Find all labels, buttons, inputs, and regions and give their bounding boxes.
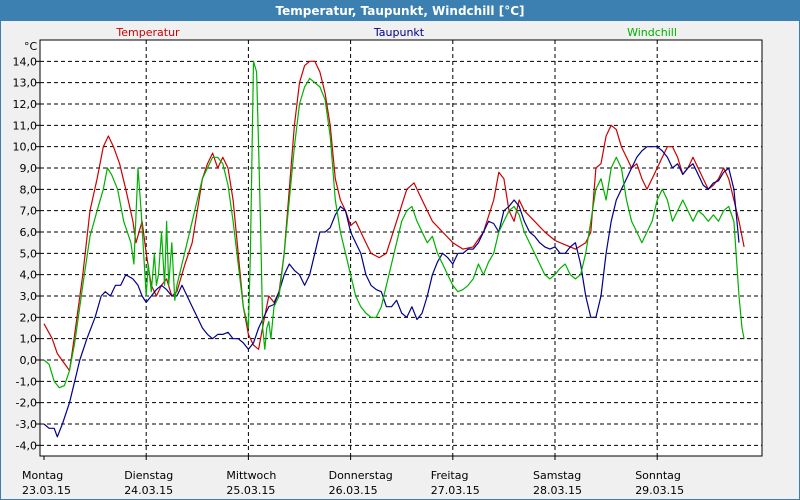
y-tick-label: 10,0 [13,141,38,154]
y-tick-label: 4,0 [20,269,38,282]
x-tick-day: Mittwoch [226,469,276,482]
y-tick-label: 14,0 [13,55,38,68]
y-tick-label: 8,0 [20,183,38,196]
y-tick-label: 1,0 [20,333,38,346]
y-tick-label: 11,0 [13,119,38,132]
y-tick-label: 5,0 [20,247,38,260]
x-axis-ticks: Montag 23.03.15 Dienstag 24.03.15 Mittwoch 25… [22,469,684,497]
x-tick-day: Montag [22,469,63,482]
y-tick-label: 0,0 [20,354,38,367]
y-tick-label: 6,0 [20,226,38,239]
legend-item-taupunkt: Taupunkt [373,26,425,39]
series-line-temperatur [43,60,745,372]
x-tick-day: Samstag [533,469,581,482]
legend-item-temperatur: Temperatur [115,26,180,39]
x-tick-day: Dienstag [124,469,173,482]
series-lines [43,60,745,438]
y-tick-label: 12,0 [13,98,38,111]
x-tick-date: 28.03.15 [533,484,582,497]
y-tick-label: 3,0 [20,290,38,303]
x-tick-day: Donnerstag [329,469,393,482]
x-tick-date: 27.03.15 [431,484,480,497]
y-axis-ticks: 14,0 13,0 12,0 11,0 10,0 9,0 8,0 7,0 6,0 5,0 4,0 3,… [13,55,38,452]
y-tick-label: -4,0 [16,439,37,452]
y-axis-unit: °C [24,40,38,53]
y-tick-label: 2,0 [20,311,38,324]
window-title: Temperatur, Taupunkt, Windchill [°C] [1,1,799,21]
y-tick-label: -2,0 [16,397,37,410]
y-tick-label: 13,0 [13,77,38,90]
y-tick-label: 9,0 [20,162,38,175]
x-tick-day: Freitag [431,469,469,482]
x-tick-date: 23.03.15 [22,484,71,497]
x-tick-day: Sonntag [635,469,681,482]
y-tick-label: 7,0 [20,205,38,218]
legend-item-windchill: Windchill [627,26,677,39]
legend: Temperatur Taupunkt Windchill [115,26,677,39]
x-tick-date: 24.03.15 [124,484,173,497]
x-tick-date: 25.03.15 [226,484,275,497]
x-tick-date: 26.03.15 [329,484,378,497]
x-tick-date: 29.03.15 [635,484,684,497]
plot-area [39,39,763,457]
y-tick-label: -1,0 [16,375,37,388]
y-tick-label: -3,0 [16,418,37,431]
series-line-windchill [43,60,745,389]
